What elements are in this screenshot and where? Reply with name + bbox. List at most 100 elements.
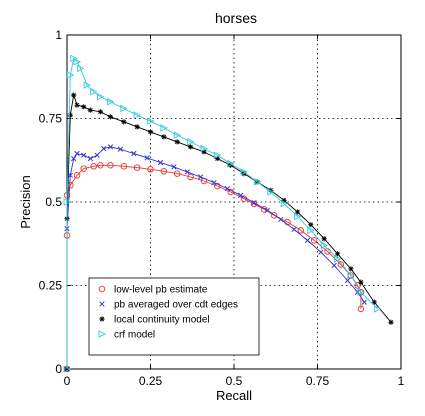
- data-point: [71, 155, 77, 162]
- data-point: [161, 134, 167, 140]
- data-point: [371, 299, 377, 305]
- data-point: [357, 305, 365, 313]
- data-point: [197, 174, 204, 180]
- legend-marker: [98, 285, 106, 293]
- data-point: [238, 192, 244, 198]
- series-layer: [63, 54, 394, 373]
- data-point: [281, 197, 287, 203]
- data-point: [304, 237, 311, 244]
- data-point: [224, 185, 230, 192]
- data-point: [134, 124, 140, 130]
- data-point: [107, 144, 114, 150]
- data-point: [388, 319, 394, 325]
- data-point: [308, 222, 314, 228]
- data-point: [264, 207, 271, 214]
- data-point: [83, 81, 92, 89]
- data-point: [361, 299, 367, 305]
- data-point: [297, 227, 305, 234]
- data-point: [74, 150, 80, 157]
- data-point: [334, 251, 341, 257]
- data-point: [87, 155, 94, 162]
- data-point: [106, 98, 115, 106]
- y-tick-label: 0.25: [39, 279, 63, 293]
- data-point: [173, 170, 181, 177]
- legend-label: low-level pb estimate: [114, 285, 208, 296]
- data-point: [144, 155, 150, 161]
- data-point: [71, 92, 77, 98]
- data-point: [73, 57, 82, 66]
- data-point: [200, 144, 208, 153]
- data-point: [184, 169, 190, 175]
- data-point: [267, 188, 275, 196]
- data-point: [214, 155, 220, 162]
- data-point: [94, 152, 100, 158]
- data-point: [96, 93, 105, 101]
- series-line: [66, 57, 378, 369]
- data-point: [133, 111, 142, 119]
- data-point: [147, 117, 155, 125]
- data-point: [344, 277, 351, 284]
- x-tick-label: 0.75: [306, 374, 330, 388]
- data-point: [160, 168, 168, 175]
- data-point: [201, 149, 207, 155]
- data-point: [294, 209, 301, 215]
- data-point: [120, 104, 128, 113]
- x-axis-ticks: 0 0.25 0.5 0.75 1: [64, 35, 405, 388]
- data-point: [240, 168, 249, 176]
- data-point: [147, 129, 154, 135]
- data-point: [160, 124, 168, 132]
- data-point: [97, 162, 104, 169]
- x-tick-label: 0: [64, 374, 71, 388]
- y-tick-label: 1: [55, 28, 62, 42]
- data-point: [81, 152, 87, 158]
- data-point: [80, 165, 87, 172]
- data-point: [213, 151, 222, 159]
- data-point: [348, 266, 354, 272]
- data-point: [321, 236, 327, 242]
- data-point: [131, 150, 137, 157]
- data-point: [253, 178, 262, 186]
- data-point: [66, 71, 75, 79]
- data-point: [294, 212, 302, 221]
- series-3: [63, 54, 382, 373]
- x-axis-label: Recall: [216, 388, 252, 403]
- y-tick-label: 0: [55, 362, 62, 376]
- data-point: [331, 262, 337, 269]
- data-point: [318, 249, 324, 255]
- data-point: [90, 88, 98, 96]
- data-point: [374, 305, 382, 313]
- data-point: [307, 226, 315, 235]
- data-point: [187, 173, 194, 181]
- legend-label: crf model: [114, 330, 155, 341]
- y-tick-label: 0.5: [45, 195, 62, 209]
- x-tick-label: 0.5: [226, 374, 243, 388]
- legend-label: local continuity model: [114, 315, 210, 326]
- data-point: [81, 104, 87, 110]
- y-tick-label: 0.75: [39, 112, 63, 126]
- data-point: [133, 164, 141, 171]
- data-point: [121, 119, 127, 125]
- x-tick-label: 1: [398, 374, 405, 388]
- data-point: [291, 226, 297, 233]
- data-point: [270, 212, 278, 219]
- data-point: [101, 145, 107, 152]
- data-point: [227, 159, 235, 168]
- data-point: [337, 261, 345, 268]
- legend-marker: [99, 301, 105, 307]
- data-point: [357, 288, 365, 296]
- data-point: [171, 164, 177, 170]
- data-point: [347, 271, 355, 280]
- data-point: [120, 163, 128, 170]
- data-point: [251, 200, 257, 206]
- data-point: [174, 139, 180, 145]
- data-point: [320, 241, 329, 250]
- data-point: [87, 107, 93, 113]
- legend-label: pb averaged over cdt edges: [114, 300, 238, 311]
- data-point: [334, 255, 342, 263]
- data-point: [67, 112, 73, 118]
- data-point: [107, 162, 114, 169]
- legend-box: [88, 277, 260, 356]
- data-point: [211, 179, 217, 186]
- data-point: [214, 182, 221, 190]
